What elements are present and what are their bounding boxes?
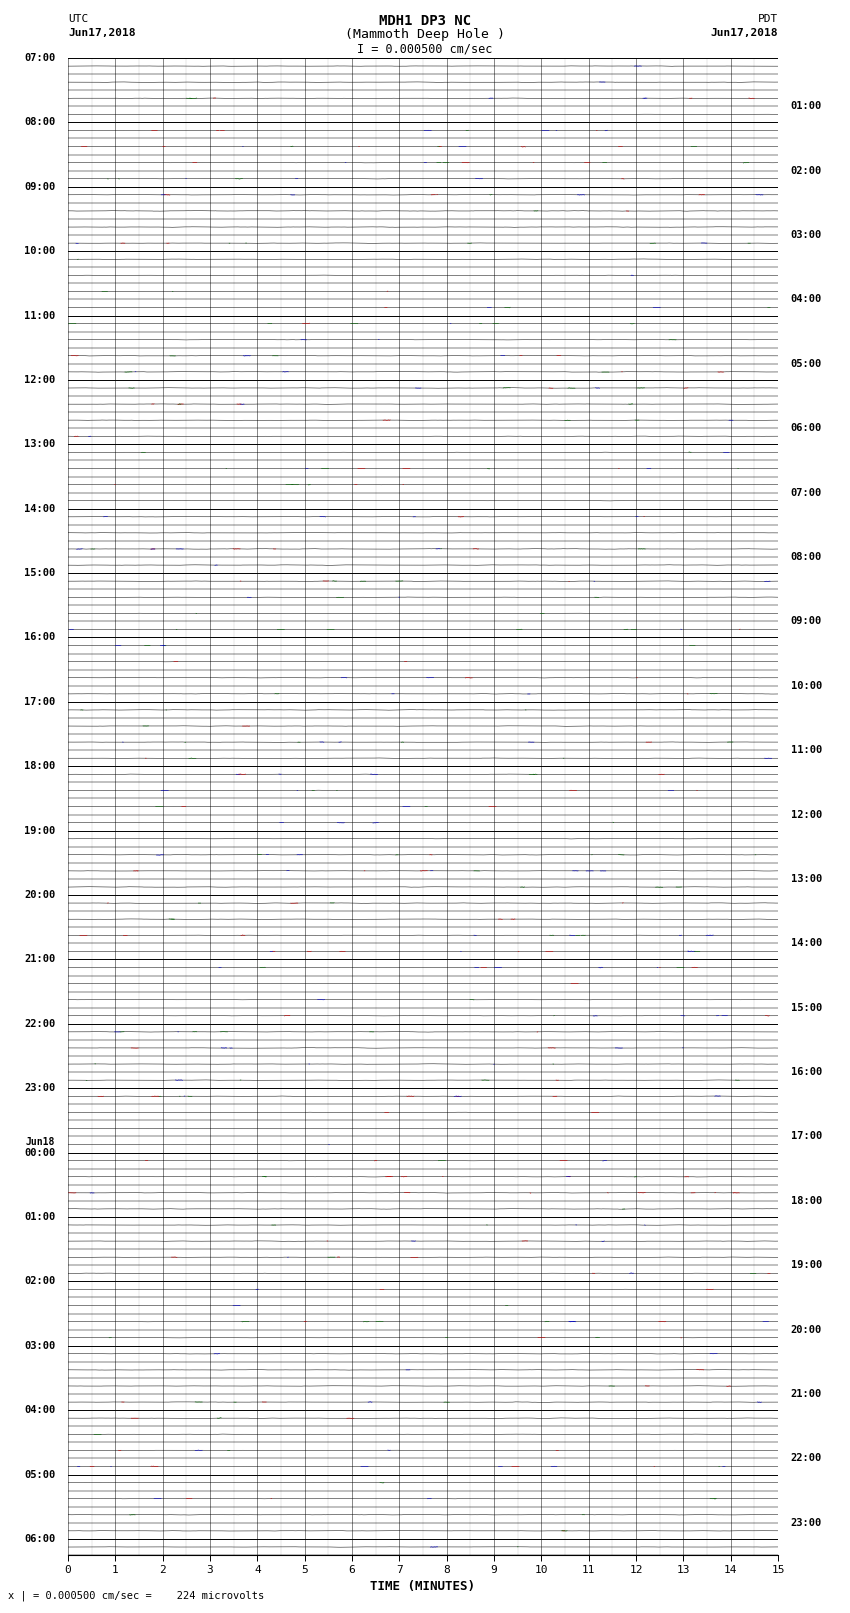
Text: 08:00: 08:00 xyxy=(24,118,55,127)
Text: PDT: PDT xyxy=(757,15,778,24)
Text: 19:00: 19:00 xyxy=(24,826,55,836)
Text: 03:00: 03:00 xyxy=(790,231,822,240)
Text: 08:00: 08:00 xyxy=(790,552,822,561)
Text: 13:00: 13:00 xyxy=(790,874,822,884)
Text: 15:00: 15:00 xyxy=(790,1003,822,1013)
Text: 18:00: 18:00 xyxy=(24,761,55,771)
Text: 18:00: 18:00 xyxy=(790,1195,822,1207)
Text: 01:00: 01:00 xyxy=(790,102,822,111)
Text: 16:00: 16:00 xyxy=(790,1068,822,1077)
Text: 04:00: 04:00 xyxy=(790,295,822,305)
Text: 06:00: 06:00 xyxy=(24,1534,55,1544)
Text: Jun17,2018: Jun17,2018 xyxy=(68,27,135,39)
Text: 09:00: 09:00 xyxy=(24,182,55,192)
Text: 02:00: 02:00 xyxy=(24,1276,55,1286)
Text: MDH1 DP3 NC: MDH1 DP3 NC xyxy=(379,15,471,27)
Text: 14:00: 14:00 xyxy=(24,503,55,513)
Text: 23:00: 23:00 xyxy=(790,1518,822,1528)
Text: (Mammoth Deep Hole ): (Mammoth Deep Hole ) xyxy=(345,27,505,40)
Text: 05:00: 05:00 xyxy=(790,358,822,369)
Text: 14:00: 14:00 xyxy=(790,939,822,948)
Text: x | = 0.000500 cm/sec =    224 microvolts: x | = 0.000500 cm/sec = 224 microvolts xyxy=(8,1590,264,1602)
Text: 17:00: 17:00 xyxy=(24,697,55,706)
Text: 16:00: 16:00 xyxy=(24,632,55,642)
Text: 23:00: 23:00 xyxy=(24,1084,55,1094)
Text: I = 0.000500 cm/sec: I = 0.000500 cm/sec xyxy=(357,42,493,55)
Text: Jun18: Jun18 xyxy=(26,1137,55,1147)
Text: 09:00: 09:00 xyxy=(790,616,822,626)
Text: UTC: UTC xyxy=(68,15,88,24)
Text: 19:00: 19:00 xyxy=(790,1260,822,1271)
X-axis label: TIME (MINUTES): TIME (MINUTES) xyxy=(371,1579,475,1592)
Text: 22:00: 22:00 xyxy=(790,1453,822,1463)
Text: 15:00: 15:00 xyxy=(24,568,55,577)
Text: 13:00: 13:00 xyxy=(24,439,55,450)
Text: 21:00: 21:00 xyxy=(790,1389,822,1398)
Text: 03:00: 03:00 xyxy=(24,1340,55,1350)
Text: 05:00: 05:00 xyxy=(24,1469,55,1479)
Text: 07:00: 07:00 xyxy=(24,53,55,63)
Text: 20:00: 20:00 xyxy=(790,1324,822,1334)
Text: 11:00: 11:00 xyxy=(24,311,55,321)
Text: 07:00: 07:00 xyxy=(790,487,822,498)
Text: 12:00: 12:00 xyxy=(24,374,55,386)
Text: 22:00: 22:00 xyxy=(24,1019,55,1029)
Text: 10:00: 10:00 xyxy=(24,247,55,256)
Text: 02:00: 02:00 xyxy=(790,166,822,176)
Text: 11:00: 11:00 xyxy=(790,745,822,755)
Text: 20:00: 20:00 xyxy=(24,890,55,900)
Text: 04:00: 04:00 xyxy=(24,1405,55,1415)
Text: 00:00: 00:00 xyxy=(24,1147,55,1158)
Text: 21:00: 21:00 xyxy=(24,955,55,965)
Text: 12:00: 12:00 xyxy=(790,810,822,819)
Text: 10:00: 10:00 xyxy=(790,681,822,690)
Text: 06:00: 06:00 xyxy=(790,423,822,434)
Text: 01:00: 01:00 xyxy=(24,1211,55,1223)
Text: Jun17,2018: Jun17,2018 xyxy=(711,27,778,39)
Text: 17:00: 17:00 xyxy=(790,1131,822,1142)
